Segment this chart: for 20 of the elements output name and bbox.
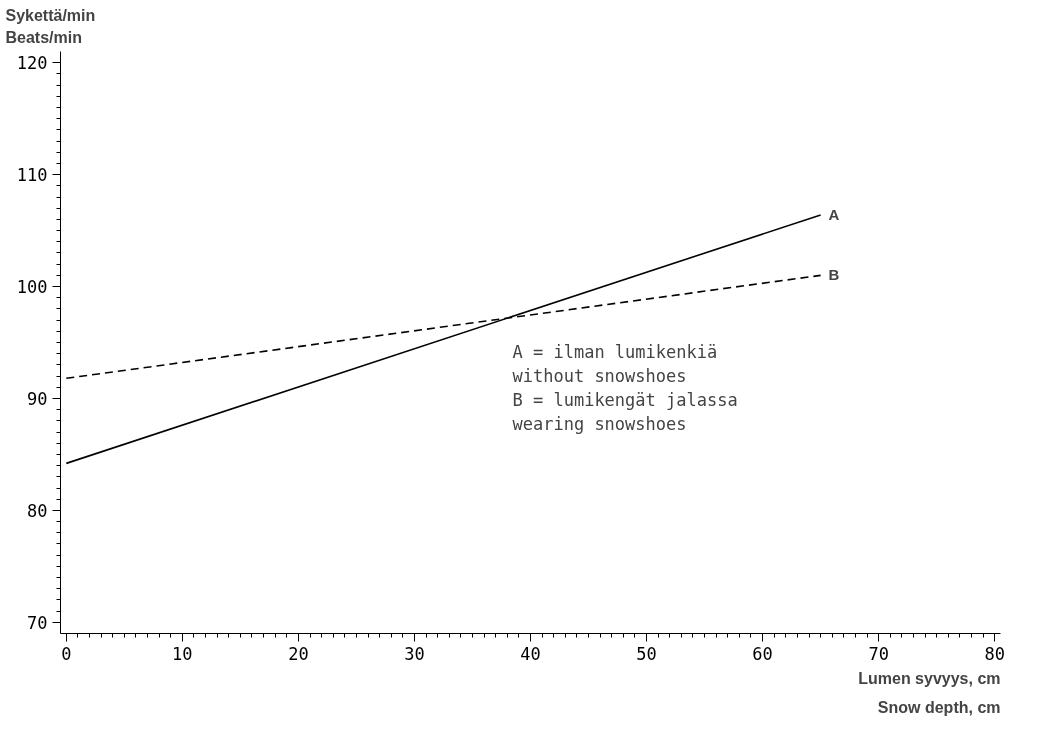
x-axis-title: Lumen syvyys, cm Snow depth, cm xyxy=(858,669,1001,716)
y-tick-label: 110 xyxy=(16,165,48,186)
x-tick-label: 70 xyxy=(868,643,889,664)
x-tick-label: 30 xyxy=(404,643,425,664)
annotation: A = ilman lumikenkiä without snowshoes B = lumikengät jalassa wearing snowshoes xyxy=(512,341,738,434)
series-label: B xyxy=(828,266,840,284)
x-tick-label: 0 xyxy=(61,643,72,664)
x-tick-label: 10 xyxy=(172,643,193,664)
y-tick-label: 120 xyxy=(16,53,48,74)
series-label: A xyxy=(828,205,840,223)
x-tick-label: 50 xyxy=(636,643,657,664)
x-tick-label: 20 xyxy=(288,643,309,664)
y-tick-label: 80 xyxy=(27,500,48,521)
x-tick-label: 60 xyxy=(752,643,773,664)
x-tick-label: 40 xyxy=(520,643,541,664)
y-tick-label: 70 xyxy=(27,612,48,633)
y-tick-label: 100 xyxy=(16,277,48,298)
x-tick-label: 80 xyxy=(984,643,1005,664)
y-tick-label: 90 xyxy=(27,388,48,409)
y-axis-title: Sykettä/min Beats/min xyxy=(5,7,96,47)
